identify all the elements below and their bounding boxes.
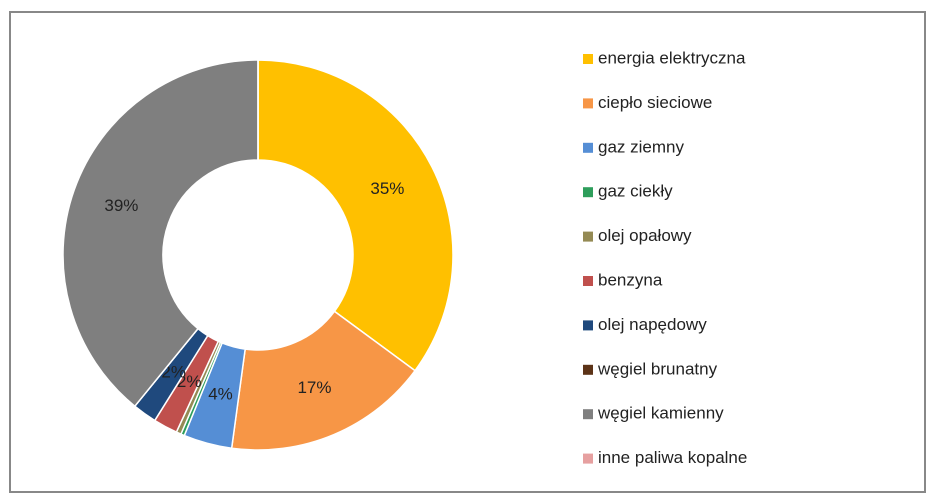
legend-swatch (583, 98, 593, 109)
legend-swatch (583, 364, 593, 375)
legend-swatch (583, 54, 593, 64)
legend-label: benzyna (598, 270, 663, 289)
data-label: 4% (208, 385, 233, 404)
data-label: 35% (370, 179, 404, 198)
legend-label: węgiel brunatny (597, 359, 718, 378)
legend-label: ciepło sieciowe (598, 93, 712, 112)
legend-swatch (583, 320, 593, 331)
legend-label: gaz ciekły (598, 182, 673, 201)
legend-swatch (583, 142, 593, 153)
legend-swatch (583, 453, 593, 464)
legend-swatch (583, 276, 593, 286)
legend-swatch (583, 231, 593, 242)
legend-swatch (583, 409, 593, 420)
data-label: 2% (177, 372, 202, 391)
legend-label: węgiel kamienny (597, 404, 724, 423)
legend-label: energia elektryczna (598, 48, 746, 67)
donut-slice (62, 59, 259, 408)
legend-label: olej napędowy (598, 315, 707, 334)
legend-label: olej opałowy (598, 226, 692, 245)
data-label: 39% (104, 196, 138, 215)
legend-label: inne paliwa kopalne (598, 448, 747, 467)
legend-swatch (583, 187, 593, 198)
donut-slice (257, 59, 454, 372)
data-label: 17% (297, 378, 331, 397)
legend-label: gaz ziemny (598, 137, 684, 156)
donut-slice (230, 310, 417, 451)
